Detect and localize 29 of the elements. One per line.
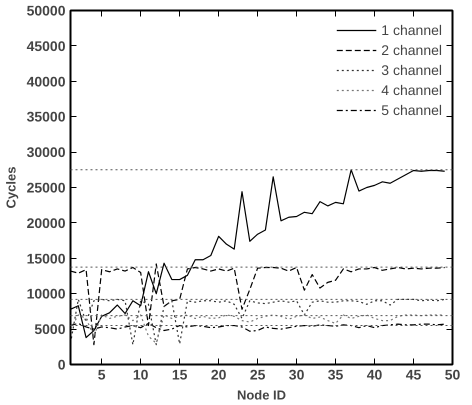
- y-tick-label: 40000: [26, 73, 66, 90]
- y-tick-label: 30000: [26, 144, 66, 160]
- y-tick-label: 5000: [34, 321, 66, 338]
- x-tick-label: 15: [172, 366, 188, 382]
- legend-label: 4 channel: [381, 82, 442, 98]
- y-tick-label: 35000: [26, 108, 66, 125]
- y-tick-label: 45000: [26, 38, 66, 54]
- legend-label: 2 channel: [381, 42, 442, 58]
- x-tick-label: 50: [444, 366, 460, 382]
- x-tick-label: 35: [328, 366, 344, 382]
- x-axis-title: Node ID: [236, 388, 286, 402]
- y-tick-label: 25000: [26, 180, 66, 196]
- y-tick-label: 20000: [26, 214, 66, 231]
- x-tick-label: 40: [366, 366, 383, 382]
- x-tick-label: 30: [288, 366, 305, 382]
- x-tick-label: 25: [250, 366, 266, 382]
- x-tick-label: 5: [98, 366, 106, 382]
- legend-label: 5 channel: [381, 102, 442, 118]
- x-tick-label: 45: [406, 366, 422, 382]
- line-series: [70, 298, 446, 346]
- y-tick-label: 15000: [26, 250, 66, 266]
- x-tick-label: 20: [210, 366, 227, 382]
- y-tick-label: 50000: [26, 2, 66, 18]
- y-tick-label: 0: [58, 356, 66, 372]
- x-tick-label: 10: [132, 366, 149, 382]
- legend-label: 1 channel: [381, 22, 442, 38]
- y-tick-label: 10000: [26, 286, 66, 302]
- y-axis-title: Cycles: [4, 166, 19, 208]
- legend-label: 3 channel: [381, 62, 442, 78]
